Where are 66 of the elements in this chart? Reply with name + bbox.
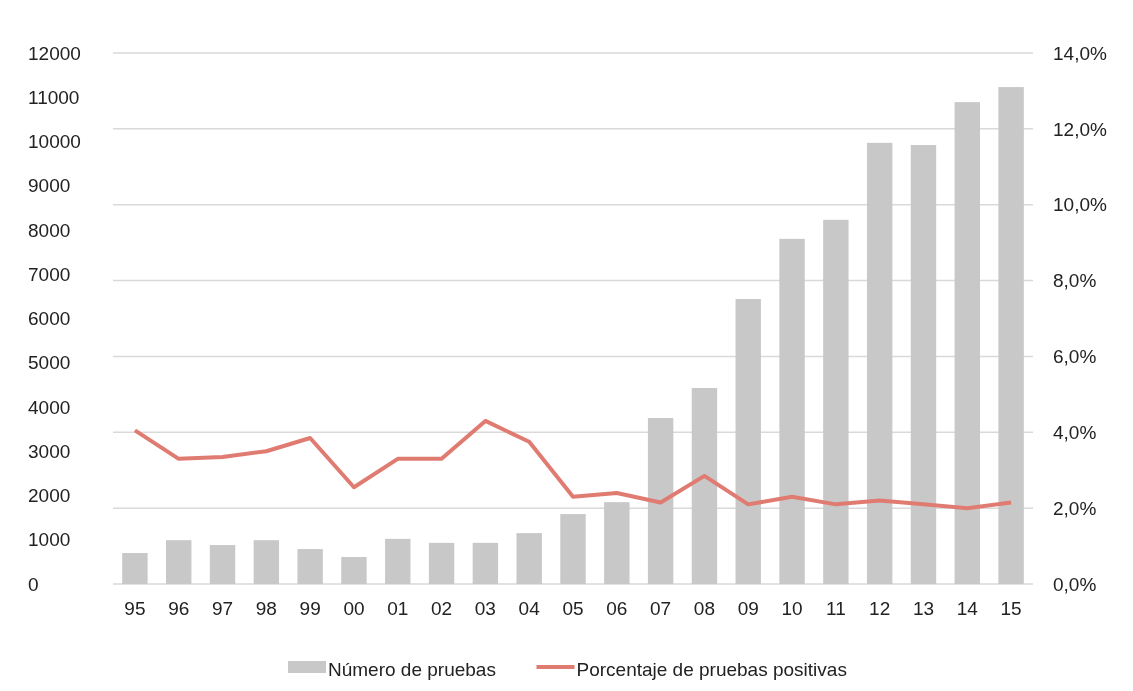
y-tick-label: 12000 — [28, 42, 81, 64]
x-tick-label: 01 — [387, 598, 409, 619]
y-tick-label: 11000 — [28, 86, 80, 108]
y-tick-label: 6000 — [28, 308, 71, 330]
bar — [209, 545, 236, 584]
x-tick-label: 09 — [737, 598, 759, 619]
x-tick-label: 95 — [124, 598, 146, 619]
x-tick-label: 06 — [606, 598, 628, 619]
y-tick-label: 9000 — [28, 175, 71, 197]
y-tick-label: 1000 — [28, 529, 71, 551]
bar — [560, 514, 586, 584]
bar — [910, 145, 937, 584]
y2-tick-label: 8,0% — [1053, 270, 1097, 292]
y2-tick-label: 4,0% — [1053, 421, 1097, 443]
y-tick-label: 2000 — [28, 485, 71, 507]
y-tick-label: 8000 — [28, 219, 71, 241]
y2-tick-label: 6,0% — [1053, 346, 1097, 368]
bar — [604, 502, 630, 584]
x-tick-label: 96 — [168, 598, 190, 619]
y-tick-label: 0 — [28, 573, 39, 595]
y-tick-label: 3000 — [28, 440, 71, 462]
x-tick-label: 98 — [255, 598, 277, 619]
y2-tick-label: 14,0% — [1053, 42, 1107, 64]
bar — [166, 540, 192, 584]
legend-label: Porcentaje de pruebas positivas — [576, 658, 847, 680]
bar — [516, 533, 542, 584]
x-tick-label: 97 — [211, 598, 234, 619]
x-tick-label: 08 — [693, 598, 715, 619]
legend-label: Número de pruebas — [328, 658, 496, 680]
x-tick-label: 14 — [956, 598, 979, 619]
bar — [998, 87, 1024, 584]
bar — [866, 142, 893, 584]
y2-tick-label: 2,0% — [1053, 497, 1097, 519]
x-tick-label: 15 — [1000, 598, 1022, 619]
y-tick-label: 5000 — [28, 352, 71, 374]
y-tick-label: 10000 — [28, 131, 81, 153]
bar — [122, 553, 148, 584]
bar — [428, 542, 455, 584]
bar — [472, 542, 499, 584]
x-tick-label: 00 — [343, 598, 365, 619]
line-series — [132, 418, 1014, 511]
bar — [691, 387, 718, 584]
x-tick-label: 99 — [299, 598, 321, 619]
x-tick-label: 13 — [912, 598, 935, 619]
x-tick-label: 02 — [431, 598, 453, 619]
bar — [779, 238, 805, 584]
bar — [297, 549, 323, 584]
x-tick-label: 05 — [562, 598, 584, 619]
y2-tick-label: 10,0% — [1053, 194, 1107, 216]
bar — [823, 219, 849, 584]
bar — [735, 299, 761, 584]
x-tick-label: 07 — [650, 598, 672, 619]
bar — [341, 557, 367, 584]
y-tick-label: 4000 — [28, 396, 71, 418]
bar — [954, 102, 980, 584]
y2-tick-label: 12,0% — [1053, 118, 1107, 140]
bar — [647, 418, 674, 584]
x-tick-label: 03 — [474, 598, 496, 619]
x-tick-label: 11 — [825, 598, 846, 619]
x-tick-label: 04 — [518, 598, 541, 619]
bar — [385, 538, 411, 584]
x-tick-label: 10 — [781, 598, 803, 619]
x-tick-label: 12 — [869, 598, 891, 619]
y2-tick-label: 0,0% — [1053, 573, 1097, 595]
bar — [253, 540, 280, 584]
y-tick-label: 7000 — [28, 263, 71, 285]
